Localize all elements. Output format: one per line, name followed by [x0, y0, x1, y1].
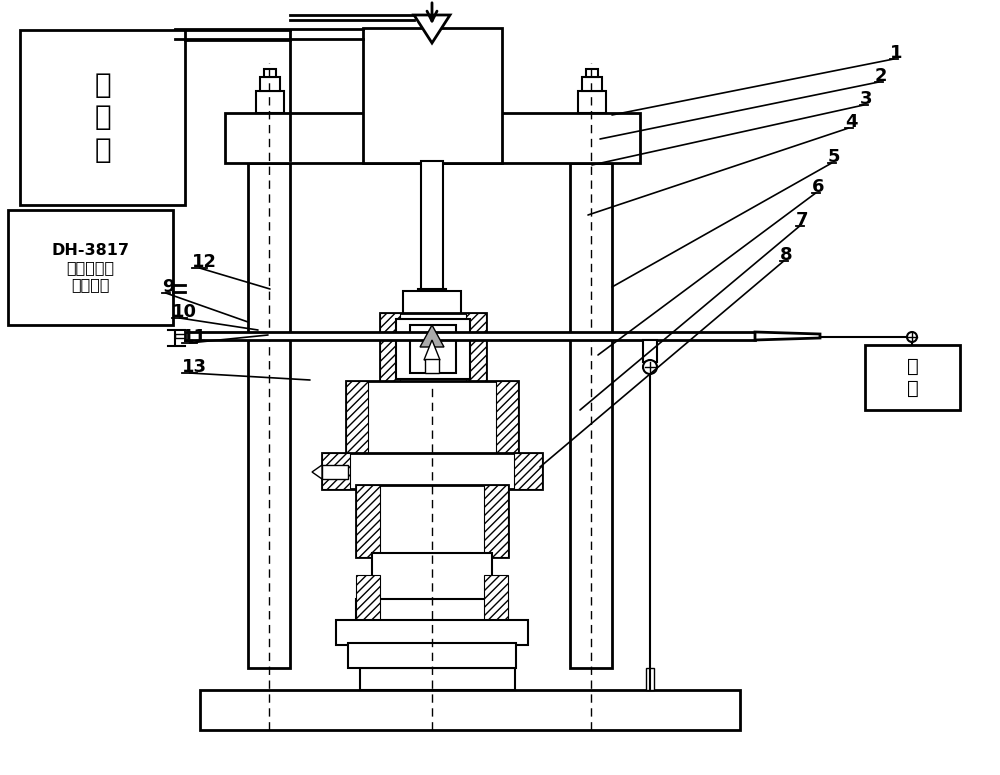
Text: 1: 1 — [890, 44, 902, 62]
Bar — [346, 381, 518, 457]
Polygon shape — [356, 485, 380, 557]
Bar — [646, 668, 654, 690]
Bar — [256, 91, 284, 113]
Polygon shape — [466, 313, 486, 385]
Bar — [20, 30, 185, 205]
Text: 4: 4 — [845, 113, 858, 131]
Bar — [175, 334, 191, 338]
Bar — [643, 340, 657, 362]
Bar — [410, 325, 456, 373]
Text: 6: 6 — [812, 178, 824, 196]
Bar — [421, 161, 443, 293]
Polygon shape — [420, 325, 444, 347]
Text: 7: 7 — [796, 211, 808, 229]
Bar — [578, 91, 606, 113]
Polygon shape — [484, 575, 508, 623]
Polygon shape — [322, 453, 350, 489]
Bar — [586, 69, 598, 77]
Text: 5: 5 — [828, 148, 840, 166]
Bar — [380, 313, 486, 385]
Bar — [356, 599, 508, 623]
Text: 9: 9 — [162, 278, 175, 296]
Circle shape — [907, 332, 917, 342]
Text: 10: 10 — [172, 303, 197, 321]
Bar — [200, 690, 740, 730]
Text: 变
频
器: 变 频 器 — [94, 71, 111, 164]
Polygon shape — [380, 313, 400, 385]
Bar — [322, 465, 348, 479]
Bar — [336, 620, 528, 645]
Polygon shape — [356, 575, 380, 623]
Bar — [225, 113, 640, 163]
Text: 3: 3 — [860, 90, 872, 108]
Bar — [8, 210, 173, 325]
Text: 12: 12 — [192, 253, 217, 271]
Bar — [185, 332, 755, 340]
Circle shape — [643, 360, 657, 374]
Bar — [425, 359, 439, 373]
Text: 2: 2 — [875, 67, 888, 85]
Bar — [582, 77, 602, 91]
Polygon shape — [312, 465, 322, 479]
Bar — [396, 319, 470, 379]
Text: 8: 8 — [780, 246, 793, 264]
Polygon shape — [484, 485, 508, 557]
Bar — [260, 77, 280, 91]
Polygon shape — [346, 381, 368, 457]
Bar — [372, 553, 492, 603]
Bar — [348, 643, 516, 668]
Text: 13: 13 — [182, 358, 207, 376]
Polygon shape — [496, 381, 518, 457]
Bar — [356, 485, 508, 557]
Polygon shape — [755, 332, 820, 340]
Text: DH-3817
动静态应变
测试系统: DH-3817 动静态应变 测试系统 — [52, 243, 130, 292]
Bar — [418, 289, 446, 305]
Bar — [403, 291, 461, 317]
Bar — [363, 28, 502, 163]
Bar — [322, 453, 542, 489]
Bar — [865, 345, 960, 410]
Polygon shape — [514, 453, 542, 489]
Bar — [248, 163, 290, 668]
Polygon shape — [414, 15, 450, 43]
Bar — [360, 668, 515, 690]
Polygon shape — [424, 340, 440, 360]
Bar — [264, 69, 276, 77]
Text: 11: 11 — [182, 328, 207, 346]
Text: 砝
码: 砝 码 — [907, 357, 918, 398]
Bar — [570, 163, 612, 668]
